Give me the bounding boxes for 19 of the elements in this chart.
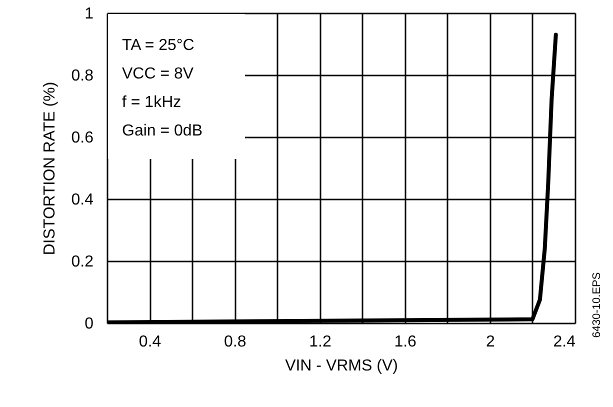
y-tick-label: 0.2 [71,254,94,270]
x-tick-label: 2.4 [553,334,576,350]
annotation: TA = 25°C [122,37,194,54]
x-tick-label: 1.6 [394,334,417,350]
x-axis-title: VIN - VRMS (V) [285,358,398,374]
y-tick-label: 0.6 [71,130,94,146]
x-tick-label: 1.2 [309,334,332,350]
y-axis-title: DISTORTION RATE (%) [41,82,58,256]
annotation: f = 1kHz [122,94,182,111]
y-tick-label: 0.4 [71,192,94,208]
annotation: Gain = 0dB [122,122,202,140]
y-tick-label: 0 [84,316,94,332]
y-tick-label: 0.8 [71,68,94,84]
text: 6430-10.EPS [591,272,603,338]
annotation: VCC = 8V [122,66,194,82]
x-tick-label: 0.4 [138,334,162,350]
y-tick-label: 1 [84,6,94,22]
x-tick-label: 2 [486,334,495,350]
x-tick-label: 0.8 [224,334,246,350]
